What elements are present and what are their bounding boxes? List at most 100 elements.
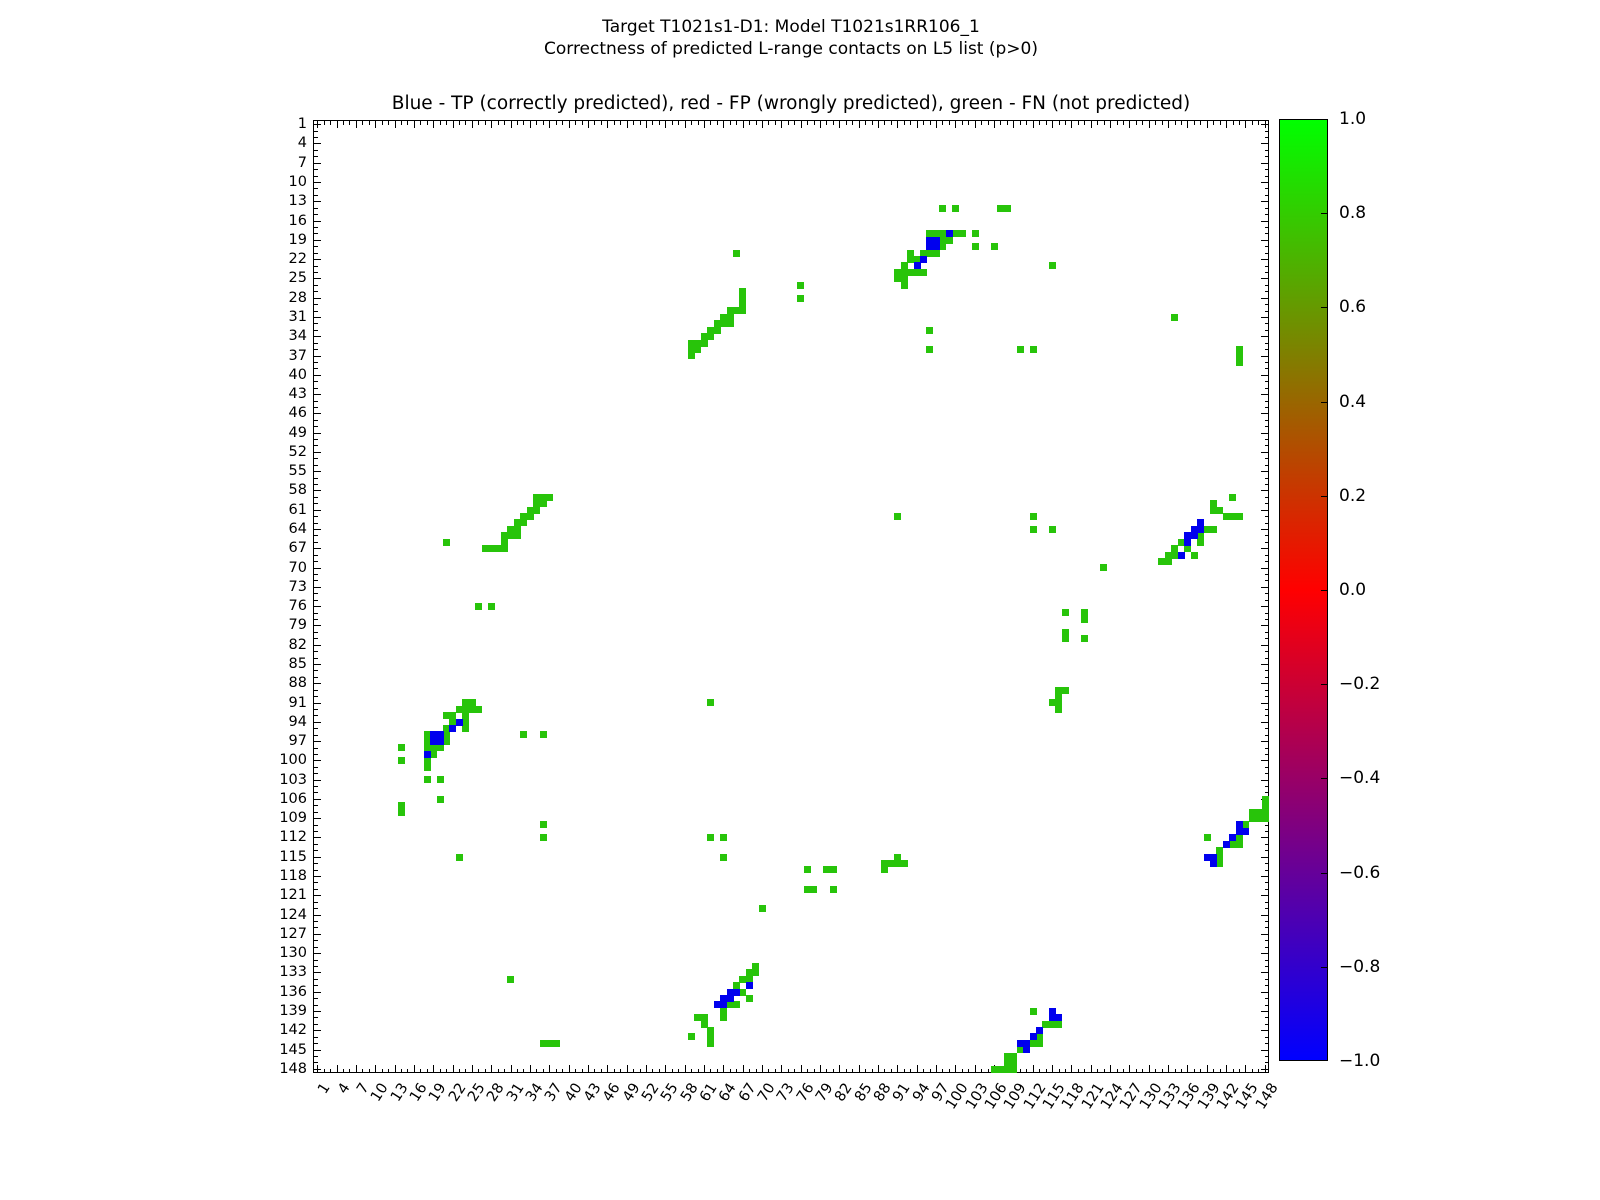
axis-tick (1261, 374, 1268, 376)
fn-cell (894, 853, 902, 861)
fn-cell (745, 994, 753, 1002)
fn-cell (720, 853, 728, 861)
axis-tick (314, 792, 318, 794)
fn-cell (687, 339, 695, 347)
axis-tick (955, 1065, 957, 1072)
axis-tick (1155, 121, 1157, 125)
fn-cell (507, 532, 515, 540)
axis-tick (1264, 349, 1268, 351)
tp-cell (1048, 1007, 1056, 1015)
axis-tick (729, 1068, 731, 1072)
axis-tick (314, 965, 318, 967)
fn-cell (397, 808, 405, 816)
axis-tick (549, 1065, 551, 1072)
axis-tick (736, 1068, 738, 1072)
axis-tick (1213, 121, 1215, 125)
axis-tick (1264, 522, 1268, 524)
axis-tick (613, 121, 615, 125)
axis-tick (1052, 1065, 1054, 1072)
axis-tick (1264, 753, 1268, 755)
fn-cell (449, 718, 457, 726)
axis-tick (439, 1068, 441, 1072)
axis-tick (1226, 121, 1228, 128)
fn-cell (1029, 345, 1037, 353)
x-tick-label: 4 (334, 1080, 354, 1097)
fn-cell (1216, 847, 1224, 855)
axis-tick (314, 786, 318, 788)
axis-tick (1013, 121, 1015, 128)
fn-cell (1229, 513, 1237, 520)
axis-tick (465, 121, 467, 125)
axis-tick (1261, 239, 1268, 241)
axis-tick (1261, 663, 1268, 665)
axis-tick (314, 529, 321, 531)
axis-tick (1032, 1065, 1034, 1072)
axis-tick (362, 1068, 364, 1072)
axis-tick (1219, 121, 1221, 125)
axis-tick (1264, 985, 1268, 987)
axis-tick (987, 1068, 989, 1072)
fn-cell (733, 307, 740, 315)
tp-cell (436, 737, 444, 745)
axis-tick (890, 1068, 892, 1072)
axis-tick (314, 946, 318, 948)
axis-tick (1122, 1068, 1124, 1072)
axis-tick (478, 1068, 480, 1072)
axis-tick (1193, 121, 1195, 125)
tp-cell (926, 236, 934, 244)
axis-tick (1264, 265, 1268, 267)
axis-tick (1261, 702, 1268, 704)
axis-tick (994, 121, 996, 128)
axis-tick (620, 1068, 622, 1072)
axis-tick (1090, 1065, 1092, 1072)
axis-tick (314, 548, 321, 550)
fn-cell (926, 249, 934, 257)
fn-cell (803, 866, 811, 874)
fn-cell (1184, 545, 1192, 553)
axis-tick (568, 1065, 570, 1072)
x-tick-label: 55 (658, 1080, 682, 1105)
axis-tick (936, 121, 938, 128)
axis-tick (314, 715, 318, 717)
axis-tick (1116, 1068, 1118, 1072)
y-tick-label: 4 (297, 135, 307, 152)
axis-tick (314, 1017, 318, 1019)
axis-tick (314, 631, 318, 633)
fn-cell (397, 757, 405, 765)
axis-tick (1264, 137, 1268, 139)
axis-tick (568, 121, 570, 128)
axis-tick (1238, 121, 1240, 125)
fn-cell (520, 519, 528, 527)
axis-tick (562, 121, 564, 125)
axis-tick (658, 1068, 660, 1072)
axis-tick (542, 1068, 544, 1072)
fn-cell (1171, 545, 1179, 553)
fn-cell (539, 821, 547, 829)
axis-tick (1261, 336, 1268, 338)
axis-tick (314, 175, 318, 177)
fn-cell (1003, 204, 1011, 212)
fn-cell (739, 975, 747, 983)
axis-tick (314, 239, 321, 241)
fn-cell (1061, 628, 1069, 636)
axis-tick (1261, 1068, 1268, 1070)
fn-cell (1016, 345, 1024, 353)
axis-tick (871, 121, 873, 125)
colorbar-gradient (1280, 120, 1327, 1060)
fn-cell (900, 281, 908, 289)
fn-cell (707, 699, 715, 707)
fn-cell (700, 1020, 708, 1028)
axis-tick (375, 1065, 377, 1072)
axis-tick (314, 419, 318, 421)
axis-tick (1264, 496, 1268, 498)
fn-cell (546, 1039, 554, 1047)
fn-cell (1029, 513, 1037, 520)
axis-tick (314, 445, 318, 447)
fn-cell (733, 982, 740, 989)
axis-tick (633, 1068, 635, 1072)
axis-tick (1245, 1065, 1247, 1072)
axis-tick (1264, 766, 1268, 768)
axis-tick (1264, 207, 1268, 209)
axis-tick (314, 130, 318, 132)
axis-tick (1264, 965, 1268, 967)
